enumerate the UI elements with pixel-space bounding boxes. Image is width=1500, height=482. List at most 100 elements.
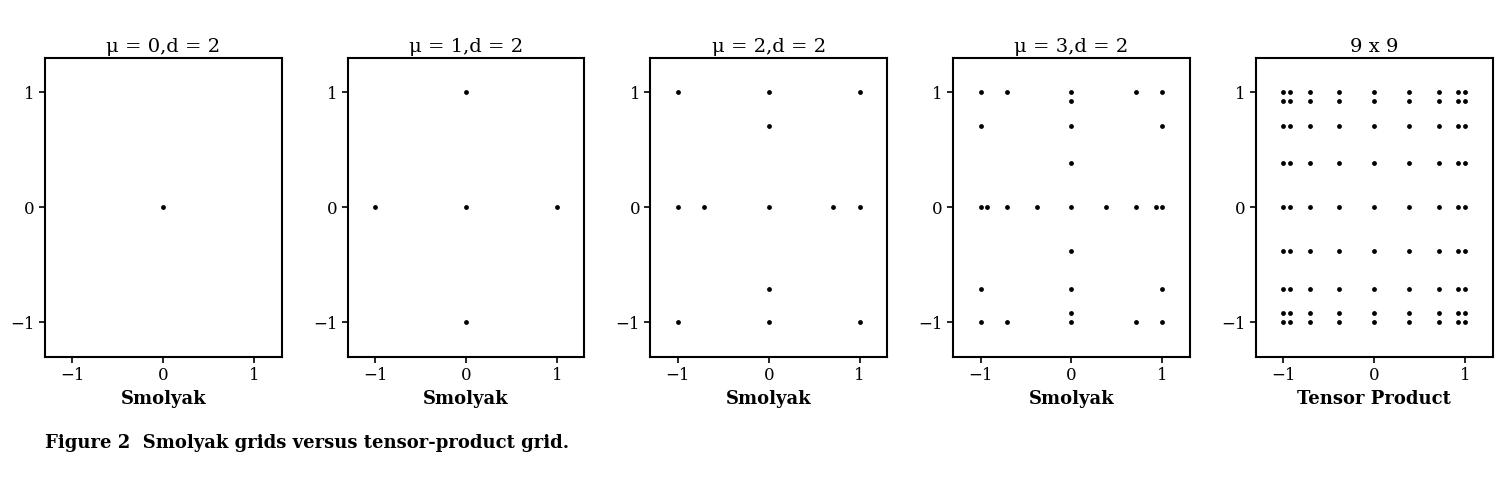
Point (1298, 122, 1322, 130)
Point (1278, 122, 1302, 130)
Point (1278, 285, 1302, 293)
Point (994, 318, 1018, 326)
Point (1272, 285, 1296, 293)
Point (1396, 160, 1420, 167)
Point (1454, 160, 1478, 167)
Point (1059, 285, 1083, 293)
Point (1124, 89, 1148, 96)
Point (1328, 203, 1352, 211)
Point (1328, 318, 1352, 326)
Point (666, 318, 690, 326)
Point (1396, 247, 1420, 255)
Point (1143, 203, 1167, 211)
Point (1396, 203, 1420, 211)
Point (1059, 203, 1083, 211)
X-axis label: Smolyak: Smolyak (1029, 389, 1114, 408)
Point (821, 203, 844, 211)
Title: μ = 0,d = 2: μ = 0,d = 2 (106, 38, 220, 56)
Point (1059, 122, 1083, 130)
Point (1426, 247, 1450, 255)
Point (1272, 309, 1296, 317)
Point (1426, 122, 1450, 130)
Point (756, 318, 780, 326)
Point (1059, 97, 1083, 105)
Point (1024, 203, 1048, 211)
Point (1362, 285, 1386, 293)
Point (1396, 97, 1420, 105)
Point (1278, 309, 1302, 317)
Point (1272, 160, 1296, 167)
Point (1362, 160, 1386, 167)
Point (1454, 89, 1478, 96)
Point (1298, 160, 1322, 167)
Point (1059, 318, 1083, 326)
Point (1278, 247, 1302, 255)
Point (1278, 160, 1302, 167)
Point (1095, 203, 1119, 211)
Point (363, 203, 387, 211)
X-axis label: Smolyak: Smolyak (120, 389, 206, 408)
Point (1059, 89, 1083, 96)
Point (1328, 309, 1352, 317)
Point (1150, 285, 1174, 293)
Point (1298, 318, 1322, 326)
X-axis label: Smolyak: Smolyak (423, 389, 508, 408)
Title: μ = 3,d = 2: μ = 3,d = 2 (1014, 38, 1128, 56)
Point (1446, 122, 1470, 130)
Point (1278, 318, 1302, 326)
Point (1426, 160, 1450, 167)
Point (1272, 203, 1296, 211)
Point (1446, 89, 1470, 96)
Point (544, 203, 568, 211)
Title: μ = 2,d = 2: μ = 2,d = 2 (711, 38, 827, 56)
Point (1454, 309, 1478, 317)
Point (1362, 97, 1386, 105)
Point (1328, 97, 1352, 105)
Point (1396, 309, 1420, 317)
Point (1150, 318, 1174, 326)
Point (1059, 309, 1083, 317)
Point (1446, 247, 1470, 255)
Point (454, 318, 478, 326)
Point (1124, 203, 1148, 211)
Point (1454, 318, 1478, 326)
Point (994, 89, 1018, 96)
Point (994, 203, 1018, 211)
Point (847, 89, 871, 96)
Point (969, 203, 993, 211)
Point (1298, 285, 1322, 293)
Point (454, 203, 478, 211)
Point (1124, 318, 1148, 326)
Point (1150, 89, 1174, 96)
Point (1362, 318, 1386, 326)
Point (847, 318, 871, 326)
Point (1328, 285, 1352, 293)
X-axis label: Tensor Product: Tensor Product (1298, 389, 1450, 408)
Point (1426, 203, 1450, 211)
Point (693, 203, 717, 211)
Point (1150, 122, 1174, 130)
Point (1298, 309, 1322, 317)
X-axis label: Smolyak: Smolyak (726, 389, 812, 408)
Point (1362, 247, 1386, 255)
Point (1328, 89, 1352, 96)
Point (1272, 89, 1296, 96)
Point (1328, 160, 1352, 167)
Point (1396, 318, 1420, 326)
Point (1446, 285, 1470, 293)
Point (1278, 203, 1302, 211)
Point (969, 285, 993, 293)
Point (152, 203, 176, 211)
Point (1059, 160, 1083, 167)
Point (1426, 97, 1450, 105)
Point (1362, 122, 1386, 130)
Point (1298, 97, 1322, 105)
Point (1278, 89, 1302, 96)
Point (1298, 247, 1322, 255)
Point (1272, 122, 1296, 130)
Point (1446, 318, 1470, 326)
Point (756, 203, 780, 211)
Point (1446, 160, 1470, 167)
Point (1328, 122, 1352, 130)
Point (1362, 89, 1386, 96)
